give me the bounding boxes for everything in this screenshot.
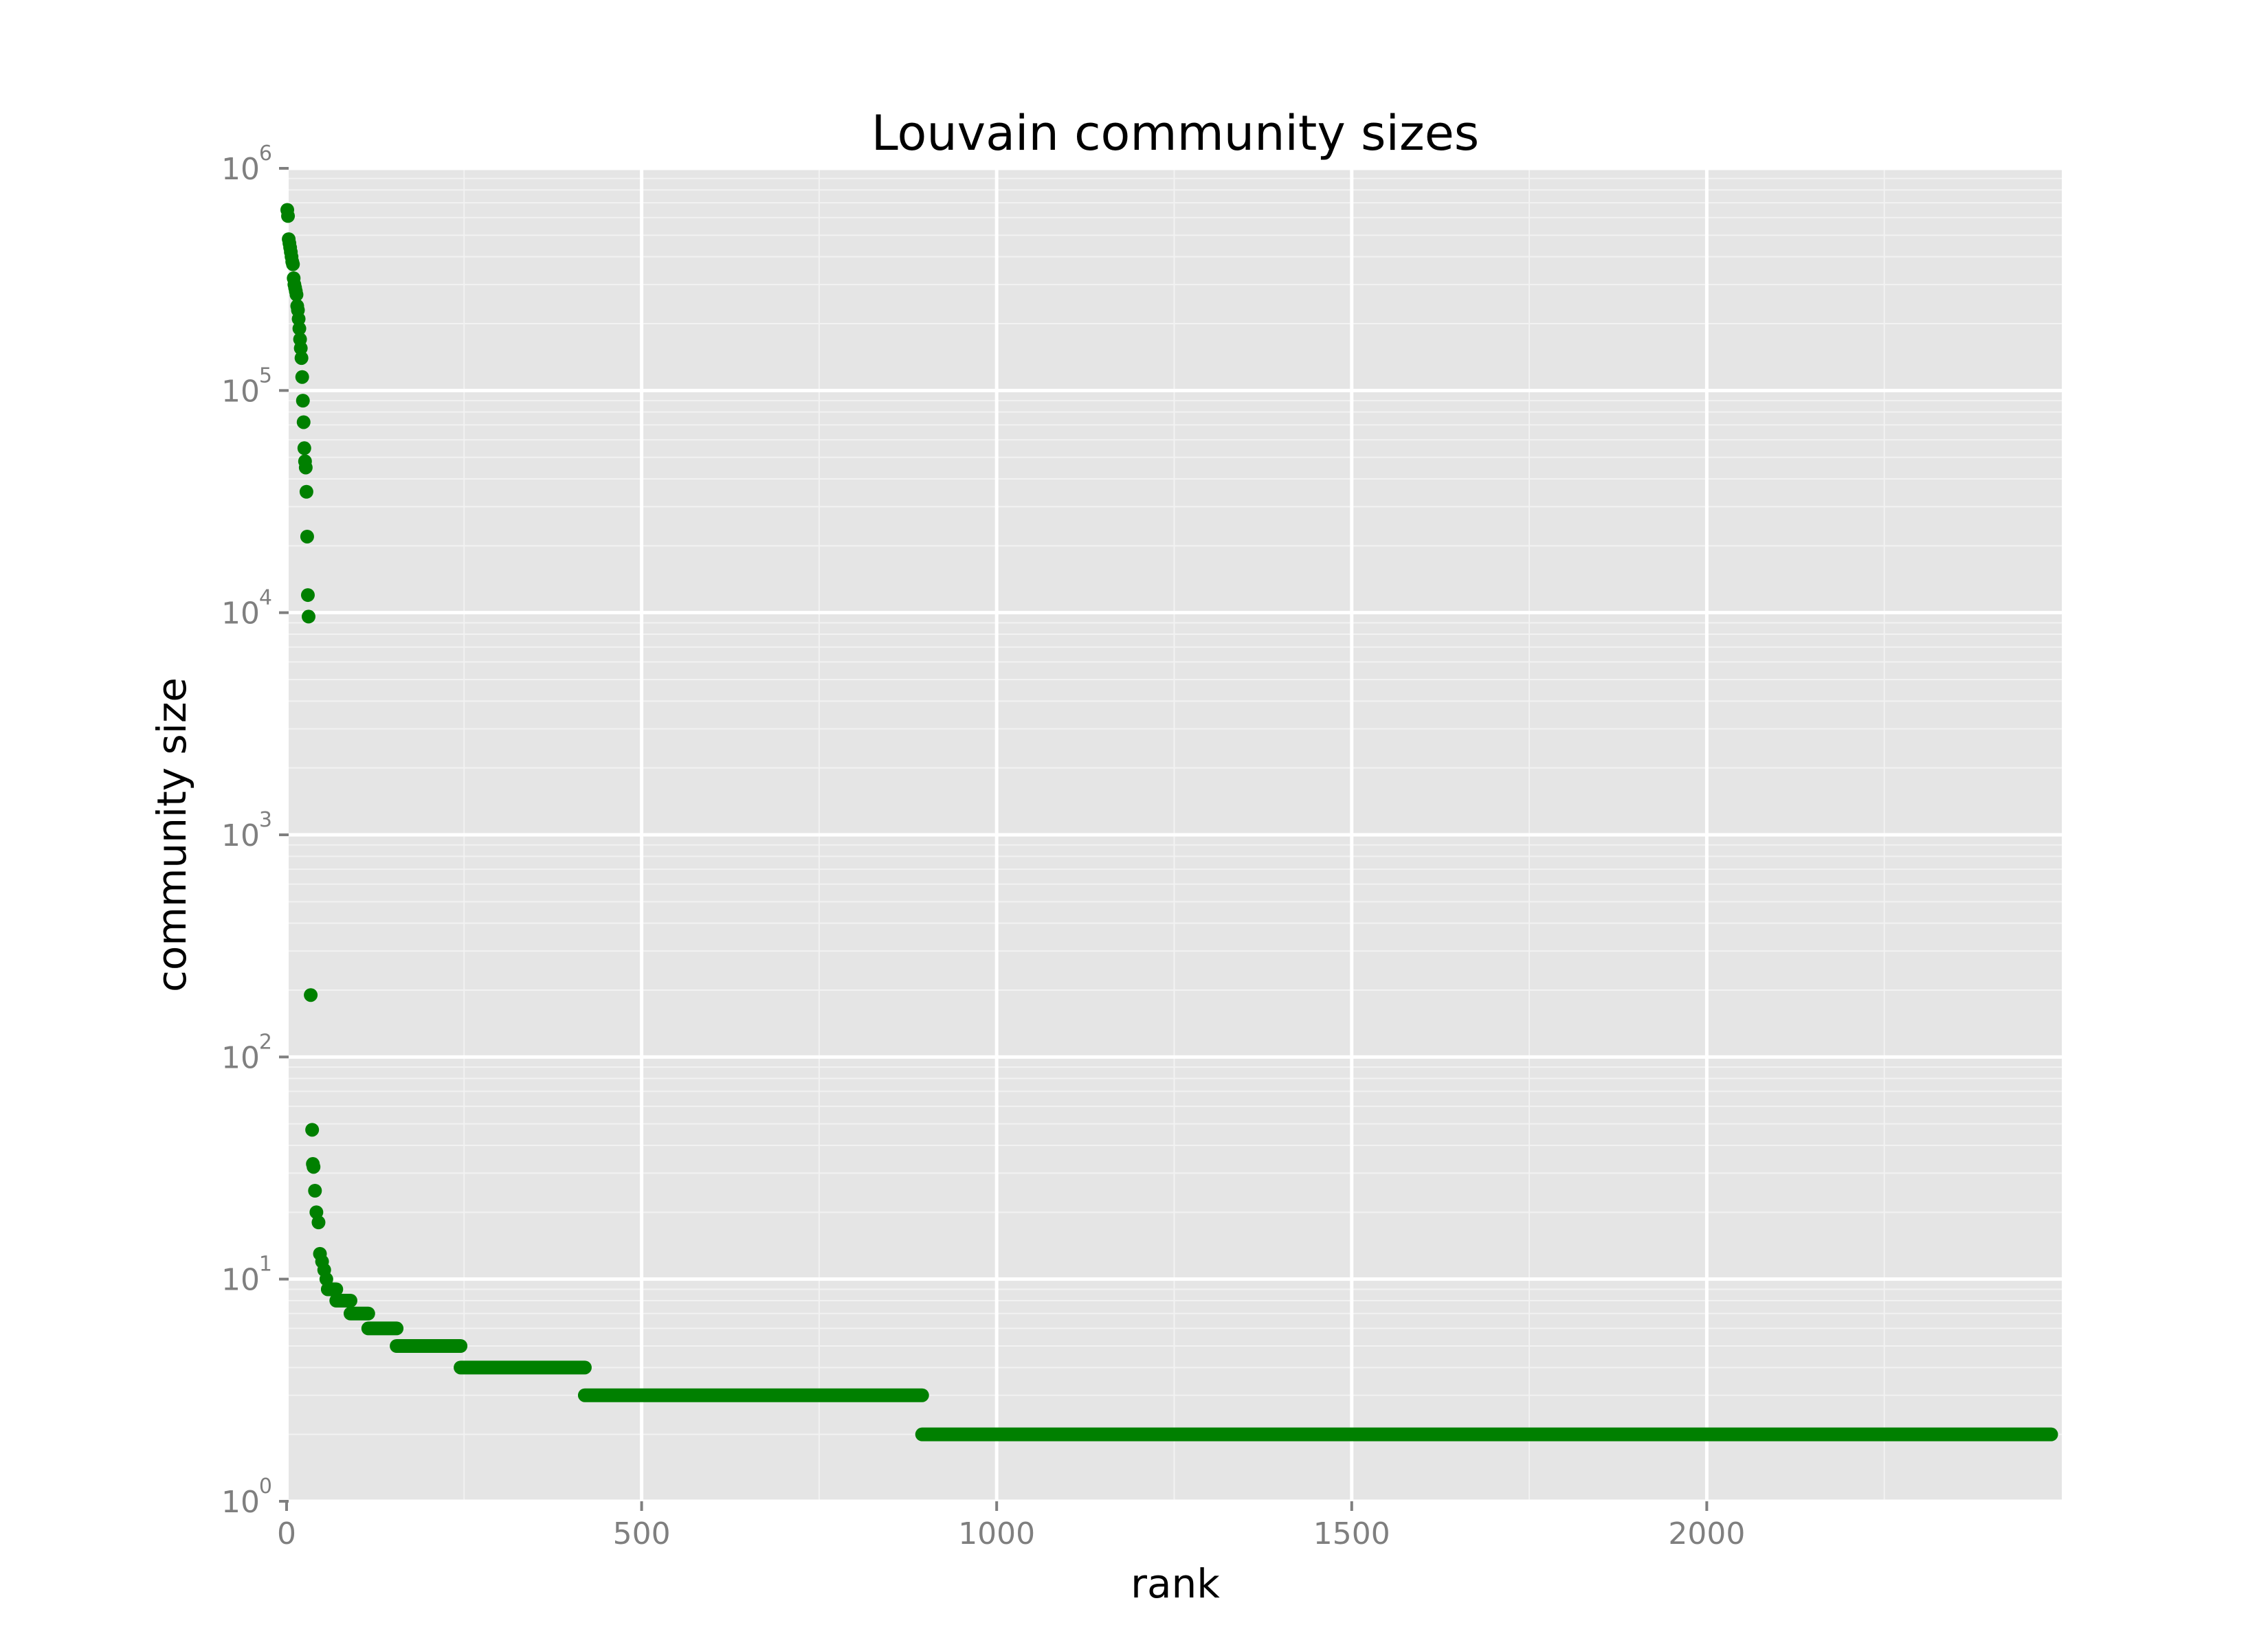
- data-point: [300, 529, 314, 543]
- data-point: [307, 1160, 321, 1174]
- y-tick-label-exponent: 0: [259, 1474, 272, 1499]
- data-point: [296, 394, 310, 408]
- data-point: [293, 341, 308, 355]
- y-tick-label-exponent: 5: [259, 363, 272, 388]
- data-point: [302, 609, 316, 624]
- data-point: [299, 484, 313, 499]
- data-point: [300, 588, 315, 603]
- y-tick-label-exponent: 6: [259, 142, 272, 166]
- y-tick-label-base: 10: [221, 1040, 260, 1075]
- data-point: [311, 1215, 326, 1230]
- data-point: [281, 209, 296, 223]
- y-tick-label-base: 10: [221, 152, 260, 187]
- data-point: [298, 460, 313, 475]
- y-tick-label-exponent: 2: [259, 1030, 272, 1054]
- data-point: [292, 322, 307, 336]
- y-axis-title: community size: [148, 677, 195, 992]
- y-tick-label: 210: [221, 1030, 272, 1075]
- y-tick-label: 310: [221, 808, 272, 853]
- data-point: [295, 370, 309, 384]
- y-tick-label-base: 10: [221, 596, 260, 631]
- data-point: [289, 287, 304, 302]
- y-tick-label: 110: [221, 1253, 272, 1298]
- y-tick-label-exponent: 4: [259, 586, 272, 610]
- grid: [285, 166, 2062, 1503]
- y-tick-label-base: 10: [221, 374, 260, 409]
- y-tick-label: 510: [221, 363, 272, 409]
- data-point: [286, 257, 300, 271]
- x-tick-label: 0: [277, 1516, 296, 1551]
- data-point: [308, 1183, 322, 1198]
- data-point: [305, 1123, 320, 1137]
- y-tick-label-exponent: 3: [259, 808, 272, 832]
- x-axis-title: rank: [1131, 1560, 1220, 1607]
- x-tick-label: 1500: [1313, 1516, 1390, 1551]
- y-tick-label-base: 10: [221, 1485, 260, 1520]
- data-point: [304, 988, 318, 1002]
- x-tick-label: 2000: [1668, 1516, 1745, 1551]
- y-tick-label: 010: [221, 1474, 272, 1520]
- data-points: [280, 203, 2058, 1442]
- y-tick-label-base: 10: [221, 818, 260, 853]
- y-tick-label-exponent: 1: [259, 1253, 272, 1277]
- data-point: [294, 351, 309, 366]
- data-point: [296, 415, 311, 429]
- x-tick-label: 1000: [958, 1516, 1035, 1551]
- y-tick-label: 410: [221, 586, 272, 631]
- y-tick-label: 610: [221, 142, 272, 187]
- x-tick-label: 500: [613, 1516, 671, 1551]
- data-point: [297, 441, 311, 456]
- chart-title: Louvain community sizes: [871, 105, 1480, 161]
- y-tick-label-base: 10: [221, 1263, 260, 1298]
